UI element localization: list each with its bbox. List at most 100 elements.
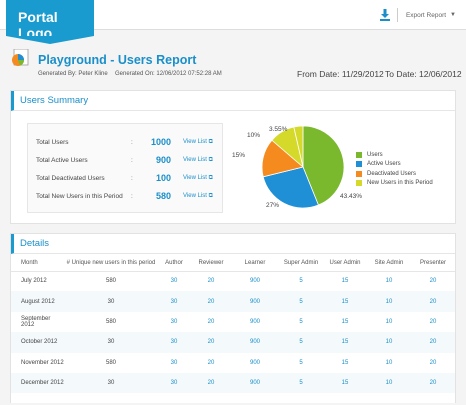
users-summary-panel: Users Summary Total Users : 1000 View Li… (10, 90, 456, 224)
details-heading: Details (11, 234, 455, 254)
stat-value: 900 (155, 155, 171, 165)
count-link[interactable]: 15 (323, 291, 367, 312)
slice-label: 3.55% (269, 126, 288, 133)
count-link[interactable]: 30 (170, 359, 178, 366)
count-link[interactable]: 20 (429, 318, 437, 325)
count-link[interactable]: 10 (367, 372, 411, 394)
count-link[interactable]: 15 (341, 359, 349, 366)
legend-swatch (356, 170, 362, 177)
count-link[interactable]: 10 (385, 318, 393, 325)
count-link[interactable]: 20 (191, 332, 231, 353)
count-link[interactable]: 5 (299, 318, 303, 325)
count-link[interactable]: 900 (231, 291, 279, 312)
month-cell: July 2012 (21, 278, 47, 285)
count-link[interactable]: 900 (249, 318, 260, 325)
stat-value: 580 (155, 191, 171, 201)
legend-swatch (356, 161, 362, 168)
count-link[interactable]: 30 (170, 278, 178, 285)
count-link[interactable]: 900 (231, 372, 279, 394)
page-title: Playground - Users Report (38, 53, 197, 67)
view-list-link[interactable]: View List ⧉ (183, 192, 213, 199)
count-link[interactable]: 900 (249, 359, 260, 366)
count-link[interactable]: 20 (429, 278, 437, 285)
download-icon (379, 9, 391, 21)
details-panel: Details Month # Unique new users in this… (10, 233, 456, 403)
count-link[interactable]: 30 (157, 372, 191, 394)
details-table: Month # Unique new users in this period … (11, 255, 455, 394)
count-cell: 30 (65, 372, 157, 394)
count-cell: 580 (105, 318, 116, 325)
slice-label: 43.43% (340, 193, 363, 200)
table-row: August 2012 30 30 20 900 5 15 10 20 (11, 291, 455, 312)
count-link[interactable]: 20 (411, 291, 455, 312)
count-link[interactable]: 15 (341, 318, 349, 325)
count-link[interactable]: 15 (323, 372, 367, 394)
count-link[interactable]: 15 (341, 278, 349, 285)
view-list-link[interactable]: View List ⧉ (183, 174, 213, 181)
count-link[interactable]: 20 (411, 372, 455, 394)
count-link[interactable]: 10 (367, 291, 411, 312)
count-link[interactable]: 20 (207, 318, 215, 325)
table-row: December 2012 30 30 20 900 5 15 10 20 (11, 372, 455, 394)
month-cell: November 2012 (21, 359, 64, 366)
pie-slice (293, 125, 304, 168)
column-header: Super Admin (279, 255, 323, 272)
portal-logo[interactable]: Portal Logo (6, 0, 94, 44)
divider (396, 8, 398, 22)
legend-item: Users (356, 150, 433, 160)
stat-value: 1000 (150, 137, 171, 147)
count-cell: 30 (65, 332, 157, 353)
count-link[interactable]: 30 (170, 318, 178, 325)
slice-label: 15% (232, 152, 246, 159)
view-list-link[interactable]: View List ⧉ (183, 138, 213, 145)
legend-item: Deactivated Users (356, 169, 433, 179)
count-link[interactable]: 10 (385, 359, 393, 366)
count-link[interactable]: 20 (191, 372, 231, 394)
count-link[interactable]: 20 (207, 278, 215, 285)
count-link[interactable]: 30 (157, 332, 191, 353)
stat-label: Total Active Users (36, 156, 88, 164)
column-header: Site Admin (367, 255, 411, 272)
count-link[interactable]: 5 (299, 359, 303, 366)
pie-slice (302, 125, 345, 206)
count-cell: 580 (105, 278, 116, 285)
export-report-button[interactable]: Export Report ▼ (379, 7, 456, 23)
view-list-link[interactable]: View List ⧉ (183, 156, 213, 163)
report-icon (10, 48, 32, 67)
count-link[interactable]: 900 (249, 278, 260, 285)
count-link[interactable]: 20 (429, 359, 437, 366)
stat-value: 100 (155, 173, 171, 183)
count-link[interactable]: 15 (323, 332, 367, 353)
count-link[interactable]: 20 (411, 332, 455, 353)
generated-on: Generated On: 12/06/2012 07:52:28 AM (115, 71, 222, 77)
count-link[interactable]: 10 (367, 332, 411, 353)
column-header: User Admin (323, 255, 367, 272)
table-row: October 2012 30 30 20 900 5 15 10 20 (11, 332, 455, 353)
count-link[interactable]: 5 (299, 278, 303, 285)
count-link[interactable]: 5 (279, 332, 323, 353)
colon: : (131, 138, 133, 146)
count-cell: 30 (65, 291, 157, 312)
count-link[interactable]: 5 (279, 291, 323, 312)
count-link[interactable]: 10 (385, 278, 393, 285)
legend-item: New Users in this Period (356, 179, 433, 189)
stat-row: Total New Users in this Period : 580 Vie… (36, 190, 220, 202)
count-link[interactable]: 5 (279, 372, 323, 394)
stat-row: Total Active Users : 900 View List ⧉ (36, 154, 220, 166)
stat-label: Total Deactivated Users (36, 174, 105, 182)
legend-item: Active Users (356, 160, 433, 170)
chart-legend: Users Active Users Deactivated Users New… (356, 150, 433, 188)
count-link[interactable]: 20 (191, 291, 231, 312)
count-link[interactable]: 900 (231, 332, 279, 353)
column-header: Presenter (411, 255, 455, 272)
pie-slice (262, 166, 319, 209)
users-pie-chart (261, 125, 345, 209)
from-date: From Date: 11/29/2012 (297, 69, 384, 79)
column-header: # Unique new users in this period (65, 255, 157, 272)
export-label: Export Report (405, 11, 447, 19)
stat-row: Total Deactivated Users : 100 View List … (36, 172, 220, 184)
count-link[interactable]: 30 (157, 291, 191, 312)
count-link[interactable]: 20 (207, 359, 215, 366)
month-cell: August 2012 (11, 291, 65, 312)
summary-stats: Total Users : 1000 View List ⧉ Total Act… (27, 123, 223, 213)
